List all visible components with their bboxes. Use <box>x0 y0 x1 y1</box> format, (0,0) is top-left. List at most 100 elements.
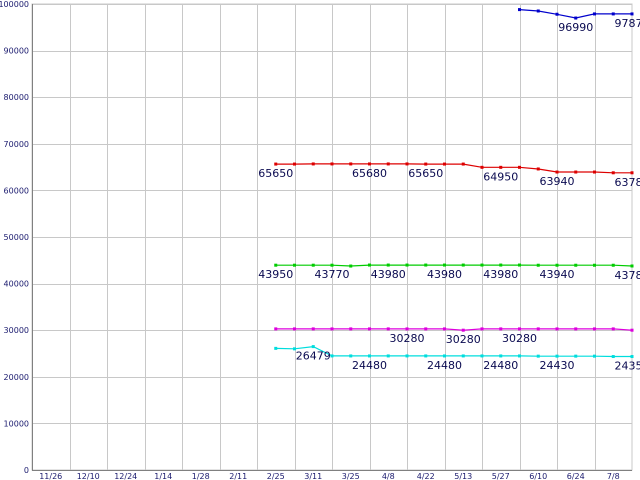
data-point <box>274 162 278 166</box>
series-4 <box>274 345 634 359</box>
data-label: 30280 <box>446 333 481 346</box>
y-tick-label: 40000 <box>4 280 29 289</box>
x-tick-label: 12/10 <box>77 472 100 480</box>
data-point <box>349 327 353 331</box>
data-point <box>518 165 521 169</box>
data-point <box>536 327 540 331</box>
data-point <box>461 328 465 332</box>
y-tick-label: 50000 <box>4 233 29 242</box>
data-point <box>593 170 596 174</box>
data-point <box>611 355 615 359</box>
data-point <box>405 162 409 166</box>
data-label: 24480 <box>427 359 462 372</box>
data-point <box>555 12 559 16</box>
data-label: 24430 <box>540 359 575 372</box>
x-tick-label: 6/24 <box>567 472 585 480</box>
x-tick-label: 1/14 <box>154 472 172 480</box>
data-point <box>330 263 334 267</box>
data-point <box>518 8 521 12</box>
y-tick-label: 20000 <box>4 373 29 382</box>
data-point <box>293 347 296 351</box>
series-group <box>274 8 634 359</box>
data-point <box>536 263 540 267</box>
data-point <box>386 354 390 358</box>
data-point <box>461 162 465 166</box>
data-label: 63780 <box>615 176 640 189</box>
data-point <box>424 263 428 267</box>
data-point <box>443 354 446 358</box>
data-point <box>386 263 390 267</box>
data-point <box>630 264 634 268</box>
data-point <box>443 327 446 331</box>
x-tick-label: 4/22 <box>417 472 435 480</box>
data-point <box>536 9 540 13</box>
data-point <box>405 354 409 358</box>
x-tick-label: 3/11 <box>304 472 322 480</box>
data-point <box>311 345 315 349</box>
data-point <box>311 162 315 166</box>
data-point <box>630 328 634 332</box>
series-0 <box>518 8 634 20</box>
data-point <box>461 263 465 267</box>
series-line <box>275 328 633 331</box>
data-point <box>405 263 409 267</box>
x-tick-label: 7/8 <box>607 472 620 480</box>
data-point <box>274 327 278 331</box>
data-label: 43950 <box>258 268 293 281</box>
x-tick-label: 1/28 <box>192 472 210 480</box>
y-tick-label: 30000 <box>4 326 29 335</box>
series-2 <box>274 263 634 268</box>
data-point <box>555 263 559 267</box>
data-point <box>480 263 484 267</box>
data-label: 43980 <box>483 268 518 281</box>
data-point <box>480 165 484 169</box>
data-point <box>611 327 615 331</box>
data-point <box>443 162 446 166</box>
data-point <box>274 263 278 267</box>
data-point <box>499 354 503 358</box>
data-point <box>293 162 296 166</box>
y-tick-label: 10000 <box>4 419 29 428</box>
series-line <box>275 345 632 358</box>
data-point <box>555 327 559 331</box>
data-point <box>499 263 503 267</box>
data-point <box>630 171 634 175</box>
y-tick-label: 60000 <box>4 186 29 195</box>
data-point <box>480 327 484 331</box>
data-label: 43940 <box>540 268 575 281</box>
data-point <box>593 354 596 358</box>
y-tick-label: 80000 <box>4 93 29 102</box>
data-label: 24480 <box>483 359 518 372</box>
data-label: 26479 <box>296 350 331 363</box>
data-labels: 96990 97870 65650 65680 65650 64950 63940 63780… <box>258 17 640 373</box>
data-point <box>593 12 596 16</box>
x-tick-label: 11/26 <box>39 472 62 480</box>
data-point <box>424 354 428 358</box>
x-tick-label: 6/10 <box>529 472 547 480</box>
data-point <box>555 170 559 174</box>
series-line <box>275 264 633 267</box>
data-point <box>330 327 334 331</box>
series-1 <box>274 162 634 175</box>
data-point <box>574 170 578 174</box>
data-point <box>293 263 296 267</box>
data-point <box>611 263 615 267</box>
data-point <box>368 162 371 166</box>
data-label: 65650 <box>408 167 443 180</box>
data-point <box>630 12 634 16</box>
data-point <box>330 162 334 166</box>
data-point <box>386 162 390 166</box>
data-point <box>461 354 465 358</box>
data-point <box>311 327 315 331</box>
y-tick-label: 90000 <box>4 47 29 56</box>
data-point <box>611 12 615 16</box>
series-line <box>275 163 632 174</box>
data-point <box>349 354 353 358</box>
data-label: 43780 <box>615 269 640 282</box>
data-point <box>368 263 371 267</box>
data-point <box>293 327 296 331</box>
data-point <box>405 327 409 331</box>
data-point <box>368 327 371 331</box>
data-point <box>574 327 578 331</box>
